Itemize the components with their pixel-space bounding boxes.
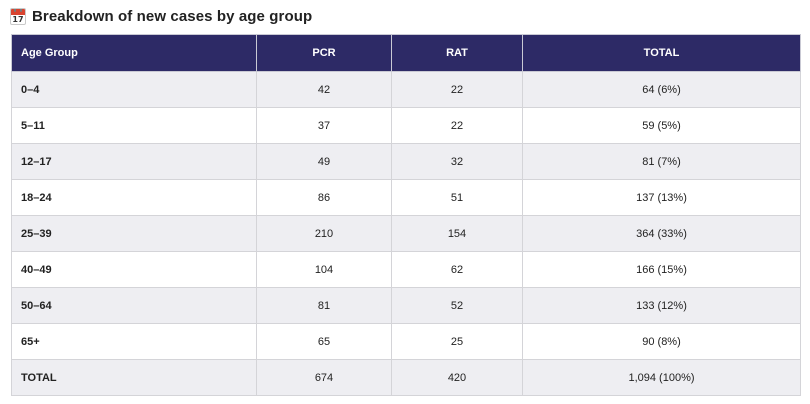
- section-heading: 17 Breakdown of new cases by age group: [10, 5, 312, 27]
- total-cell: 1,094 (100%): [522, 359, 801, 396]
- column-header-total: TOTAL: [522, 34, 801, 72]
- rat-cell: 51: [391, 179, 523, 216]
- age-group-cell: 12–17: [11, 143, 257, 180]
- pcr-cell: 86: [256, 179, 392, 216]
- rat-cell: 420: [391, 359, 523, 396]
- rat-cell: 25: [391, 323, 523, 360]
- table-row: 65+ 65 25 90 (8%): [11, 323, 801, 360]
- pcr-cell: 37: [256, 107, 392, 144]
- pcr-cell: 674: [256, 359, 392, 396]
- pcr-cell: 65: [256, 323, 392, 360]
- table-row: 0–4 42 22 64 (6%): [11, 71, 801, 108]
- table-total-row: TOTAL 674 420 1,094 (100%): [11, 359, 801, 396]
- total-cell: 166 (15%): [522, 251, 801, 288]
- rat-cell: 32: [391, 143, 523, 180]
- rat-cell: 22: [391, 107, 523, 144]
- rat-cell: 52: [391, 287, 523, 324]
- age-group-cell: 25–39: [11, 215, 257, 252]
- total-cell: 81 (7%): [522, 143, 801, 180]
- pcr-cell: 49: [256, 143, 392, 180]
- age-group-cell: 18–24: [11, 179, 257, 216]
- rat-cell: 154: [391, 215, 523, 252]
- page-title: Breakdown of new cases by age group: [32, 7, 313, 25]
- calendar-day-number: 17: [12, 14, 24, 24]
- total-cell: 133 (12%): [522, 287, 801, 324]
- pcr-cell: 81: [256, 287, 392, 324]
- calendar-icon: 17: [10, 7, 26, 25]
- column-header-age-group: Age Group: [11, 34, 257, 72]
- age-group-table: Age Group PCR RAT TOTAL 0–4 42 22 64 (6%…: [11, 34, 801, 396]
- age-group-cell: TOTAL: [11, 359, 257, 396]
- total-cell: 90 (8%): [522, 323, 801, 360]
- age-group-cell: 40–49: [11, 251, 257, 288]
- table-row: 18–24 86 51 137 (13%): [11, 179, 801, 216]
- total-cell: 364 (33%): [522, 215, 801, 252]
- table-row: 40–49 104 62 166 (15%): [11, 251, 801, 288]
- rat-cell: 22: [391, 71, 523, 108]
- table-header-row: Age Group PCR RAT TOTAL: [11, 34, 801, 72]
- pcr-cell: 42: [256, 71, 392, 108]
- pcr-cell: 104: [256, 251, 392, 288]
- column-header-pcr: PCR: [256, 34, 392, 72]
- total-cell: 137 (13%): [522, 179, 801, 216]
- table-row: 25–39 210 154 364 (33%): [11, 215, 801, 252]
- total-cell: 59 (5%): [522, 107, 801, 144]
- pcr-cell: 210: [256, 215, 392, 252]
- age-group-cell: 50–64: [11, 287, 257, 324]
- table-row: 12–17 49 32 81 (7%): [11, 143, 801, 180]
- age-group-cell: 65+: [11, 323, 257, 360]
- total-cell: 64 (6%): [522, 71, 801, 108]
- column-header-rat: RAT: [391, 34, 523, 72]
- rat-cell: 62: [391, 251, 523, 288]
- age-group-cell: 0–4: [11, 71, 257, 108]
- table-row: 50–64 81 52 133 (12%): [11, 287, 801, 324]
- table-row: 5–11 37 22 59 (5%): [11, 107, 801, 144]
- age-group-cell: 5–11: [11, 107, 257, 144]
